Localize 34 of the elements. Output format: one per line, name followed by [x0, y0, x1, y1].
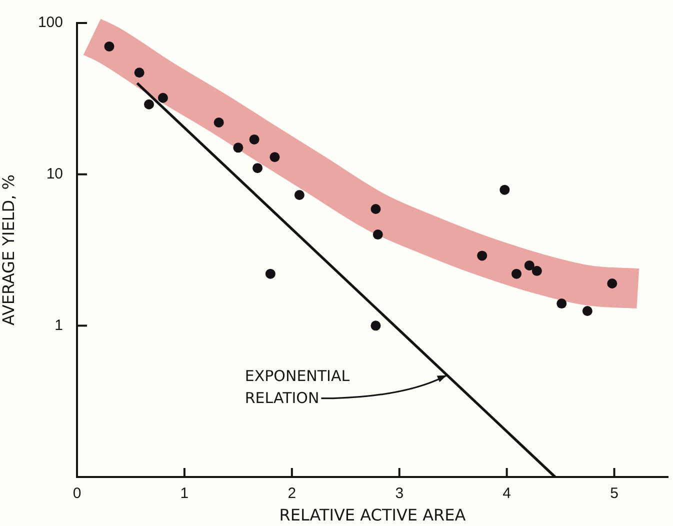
y-tick-label: 100 — [38, 14, 63, 32]
point — [294, 190, 304, 200]
annotation: EXPONENTIAL RELATION — [244, 367, 350, 408]
point — [233, 142, 244, 153]
point — [104, 41, 114, 52]
point — [214, 118, 224, 128]
point — [370, 204, 381, 214]
x-tick-label: 0 — [72, 485, 82, 502]
x-tick-label: 5 — [610, 485, 618, 502]
point — [144, 99, 154, 110]
x-axis-title: RELATIVE ACTIVE AREA — [279, 506, 466, 525]
point — [134, 68, 144, 78]
point — [511, 268, 522, 279]
point — [252, 163, 263, 174]
point — [265, 268, 276, 279]
point — [582, 306, 592, 316]
point — [524, 260, 534, 270]
point — [372, 230, 383, 240]
y-tick-label: 10 — [46, 165, 63, 182]
point — [607, 278, 618, 288]
point — [532, 266, 542, 276]
point — [270, 152, 280, 162]
point — [158, 92, 168, 103]
point — [370, 320, 381, 331]
x-tick-label: 2 — [288, 485, 296, 502]
point — [477, 250, 488, 261]
x-tick-label: 1 — [180, 485, 189, 502]
point — [556, 298, 567, 309]
point — [249, 134, 260, 144]
y-axis-title: AVERAGE YIELD, % — [0, 174, 18, 326]
point — [500, 184, 510, 195]
x-tick-label: 4 — [502, 485, 511, 502]
x-tick-label: 3 — [395, 485, 404, 502]
y-tick-label: 1 — [54, 316, 63, 334]
